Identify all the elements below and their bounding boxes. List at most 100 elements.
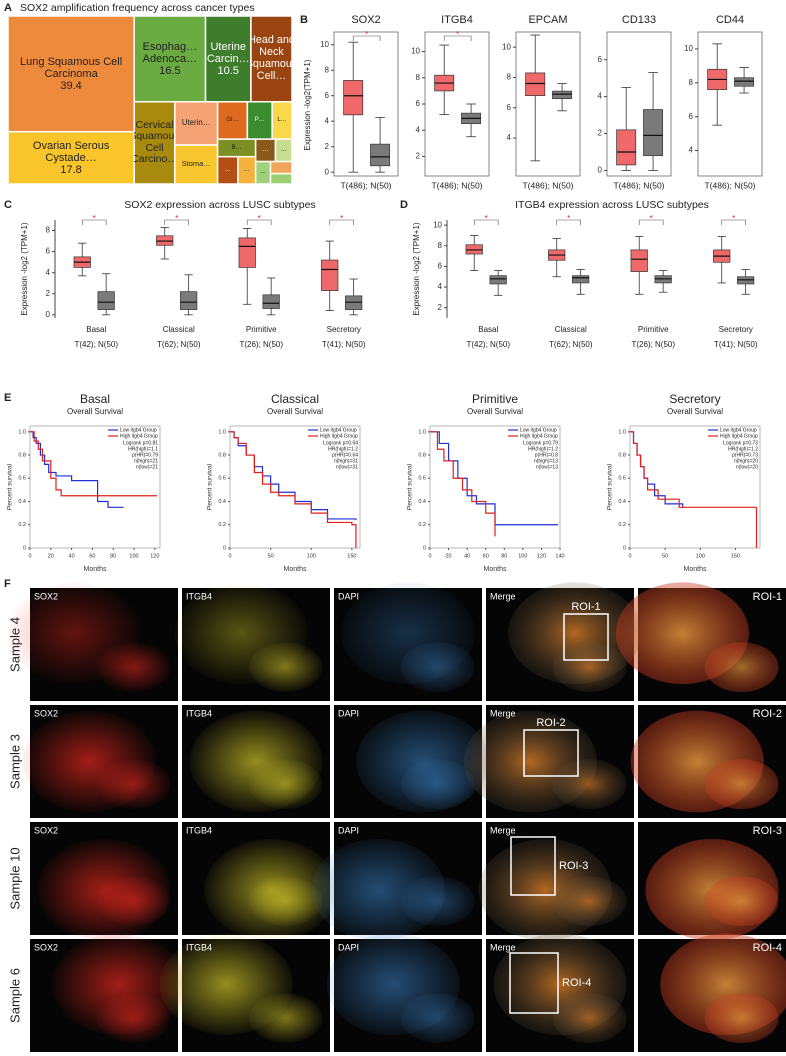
plot-frame bbox=[429, 425, 561, 549]
x-tick-label: 140 bbox=[555, 553, 564, 559]
treemap-tile bbox=[7, 130, 135, 185]
x-tick-label: 20 bbox=[48, 553, 54, 559]
plot-frame bbox=[629, 425, 761, 549]
x-tick-label: 60 bbox=[483, 553, 489, 559]
chart-subtitle: Overall Survival bbox=[67, 407, 123, 416]
chart-title: Classical bbox=[271, 392, 319, 406]
signal-glow bbox=[704, 993, 779, 1043]
x-tick-label: 150 bbox=[731, 553, 740, 559]
tile-value: 17.8 bbox=[60, 163, 82, 176]
y-tick-label: 0.6 bbox=[18, 476, 26, 482]
box bbox=[180, 291, 198, 310]
treemap-tile bbox=[133, 15, 207, 103]
channel-label: Merge bbox=[490, 708, 516, 718]
channel-label: Merge bbox=[490, 591, 516, 601]
y-tick-label: 8 bbox=[46, 226, 51, 235]
treemap-tile bbox=[7, 15, 135, 133]
y-tick-label: 2 bbox=[46, 289, 51, 298]
signal-glow bbox=[248, 759, 323, 809]
chart-title: Primitive bbox=[472, 392, 518, 406]
plot-frame bbox=[606, 31, 672, 177]
tile-label: Esophag… Adenoca… bbox=[142, 40, 198, 65]
signal-glow bbox=[400, 993, 475, 1043]
tile-content: Uterin… bbox=[175, 102, 218, 145]
roi-label: ROI-2 bbox=[536, 717, 565, 729]
legend-label: High itgb4 Group bbox=[320, 433, 358, 439]
tile-label: P… bbox=[254, 117, 265, 124]
x-tick-label: 80 bbox=[110, 553, 116, 559]
roi-box bbox=[509, 952, 559, 1014]
sig-label: * bbox=[485, 214, 488, 223]
tile-content: Stoma… bbox=[175, 145, 218, 184]
y-tick-label: 10 bbox=[411, 47, 420, 56]
sig-bracket bbox=[81, 219, 107, 225]
box bbox=[552, 90, 573, 100]
roi-label: ROI-3 bbox=[559, 860, 588, 872]
x-tick-label: 40 bbox=[464, 553, 470, 559]
stat-label: HR(high)=1.1 bbox=[128, 446, 158, 452]
box bbox=[238, 237, 256, 268]
y-tick-label: 8 bbox=[416, 73, 421, 82]
y-tick-label: 6 bbox=[507, 103, 512, 112]
panel-label: E bbox=[4, 392, 11, 404]
sig-label: * bbox=[93, 214, 96, 223]
x-sublabel: T(42); N(50) bbox=[74, 340, 118, 349]
channel-label: DAPI bbox=[338, 942, 359, 952]
tile-label: Lung Squamous Cell Carcinoma bbox=[20, 55, 123, 80]
stat-label: HR(high)=1.2 bbox=[728, 446, 758, 452]
tile-text: … bbox=[281, 147, 287, 153]
signal-glow bbox=[552, 759, 627, 809]
stat-label: HR(high)=1.2 bbox=[328, 446, 358, 452]
y-tick-label: 0 bbox=[598, 166, 603, 175]
sig-bracket bbox=[164, 219, 189, 225]
panel-label: C bbox=[4, 199, 12, 211]
stat-label: Logrank p=0.64 bbox=[323, 440, 358, 446]
y-tick-label: 0 bbox=[223, 545, 226, 551]
treemap-tile bbox=[269, 172, 293, 185]
x-tick-label: 40 bbox=[69, 553, 75, 559]
roi-label: ROI-3 bbox=[753, 825, 782, 837]
x-axis-label: T(486); N(50) bbox=[431, 180, 482, 190]
y-tick-label: 0 bbox=[623, 545, 626, 551]
x-tick-label: Primitive bbox=[638, 325, 669, 334]
sig-bracket bbox=[473, 219, 499, 225]
tile-label: L… bbox=[277, 117, 287, 124]
sig-label: * bbox=[650, 214, 653, 223]
box bbox=[616, 129, 637, 166]
chart-title: SOX2 expression across LUSC subtypes bbox=[124, 199, 315, 211]
stat-label: n(high)=21 bbox=[134, 458, 158, 464]
sig-bracket bbox=[329, 219, 354, 225]
tile-label: Uterine Carcin… bbox=[206, 40, 250, 65]
survival-curve bbox=[430, 431, 496, 537]
y-tick-label: 1.0 bbox=[418, 429, 426, 435]
y-tick-label: 0.4 bbox=[18, 499, 26, 505]
y-tick-label: 10 bbox=[320, 40, 329, 49]
plot-title: EPCAM bbox=[528, 14, 567, 26]
roi-label: ROI-4 bbox=[562, 977, 591, 989]
x-axis-label: T(486); N(50) bbox=[340, 180, 391, 190]
panel-label: B bbox=[300, 14, 308, 26]
survival-curve bbox=[630, 431, 684, 508]
tile-label: Stoma… bbox=[181, 159, 211, 169]
box bbox=[343, 80, 364, 116]
treemap-tile bbox=[133, 101, 176, 185]
y-tick-label: 0.2 bbox=[618, 522, 626, 528]
channel-label: ITGB4 bbox=[186, 708, 212, 718]
sample-label: Sample 10 bbox=[7, 847, 22, 909]
y-tick-label: 8 bbox=[689, 78, 694, 87]
x-tick-label: 0 bbox=[228, 553, 231, 559]
x-tick-label: 100 bbox=[307, 553, 316, 559]
y-tick-label: 4 bbox=[325, 116, 330, 125]
x-tick-label: 0 bbox=[428, 553, 431, 559]
stat-label: n(high)=20 bbox=[734, 458, 758, 464]
x-sublabel: T(26); N(50) bbox=[239, 340, 283, 349]
tile-text: Esophag… Adenoca…16.5 bbox=[142, 40, 198, 77]
stat-label: n(low)=21 bbox=[136, 464, 158, 470]
y-tick-label: 0.6 bbox=[618, 476, 626, 482]
y-tick-label: 2 bbox=[598, 129, 603, 138]
y-tick-label: 2 bbox=[438, 303, 443, 312]
panel-label: A bbox=[4, 2, 12, 14]
x-tick-label: 100 bbox=[129, 553, 138, 559]
tile-label: Uterin… bbox=[181, 118, 211, 128]
